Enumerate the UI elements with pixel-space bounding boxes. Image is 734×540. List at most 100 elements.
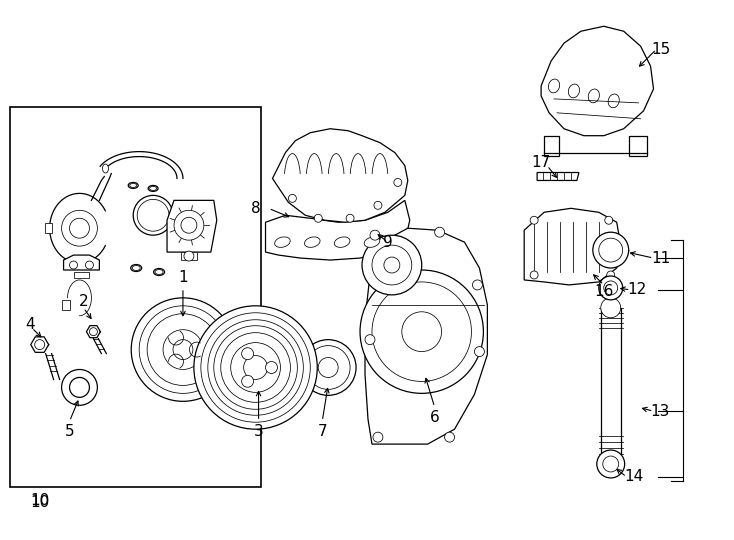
Ellipse shape: [275, 237, 290, 247]
Circle shape: [530, 271, 538, 279]
Ellipse shape: [150, 186, 156, 191]
Circle shape: [374, 201, 382, 210]
Circle shape: [184, 251, 194, 261]
Text: 4: 4: [25, 317, 34, 332]
Circle shape: [384, 257, 400, 273]
Text: 12: 12: [627, 282, 646, 298]
Text: 15: 15: [651, 42, 670, 57]
Ellipse shape: [568, 84, 580, 98]
Circle shape: [401, 312, 442, 352]
Text: 9: 9: [383, 235, 393, 249]
Ellipse shape: [148, 185, 158, 191]
Circle shape: [599, 238, 622, 262]
Polygon shape: [541, 26, 653, 136]
Circle shape: [194, 306, 317, 429]
Circle shape: [147, 314, 219, 386]
Ellipse shape: [608, 94, 619, 108]
Circle shape: [370, 230, 380, 240]
Circle shape: [530, 217, 538, 224]
Polygon shape: [601, 308, 621, 454]
Ellipse shape: [153, 268, 164, 275]
Text: 16: 16: [594, 285, 614, 299]
Polygon shape: [71, 260, 87, 266]
Circle shape: [163, 330, 203, 369]
Polygon shape: [87, 326, 101, 338]
Circle shape: [70, 261, 78, 269]
Circle shape: [346, 214, 354, 222]
Polygon shape: [266, 200, 410, 260]
Ellipse shape: [588, 89, 600, 103]
Polygon shape: [64, 255, 99, 270]
Text: 7: 7: [317, 424, 327, 438]
Circle shape: [445, 432, 454, 442]
Circle shape: [605, 217, 613, 224]
Circle shape: [70, 218, 90, 238]
Circle shape: [131, 298, 235, 401]
Circle shape: [208, 320, 303, 415]
Circle shape: [221, 333, 291, 402]
Polygon shape: [45, 223, 51, 233]
Circle shape: [607, 271, 614, 279]
Circle shape: [601, 298, 621, 318]
Polygon shape: [537, 172, 579, 180]
Ellipse shape: [103, 164, 109, 173]
Circle shape: [593, 232, 628, 268]
Ellipse shape: [128, 183, 138, 188]
Circle shape: [181, 217, 197, 233]
Circle shape: [241, 375, 253, 387]
Circle shape: [603, 456, 619, 472]
Text: 1: 1: [178, 271, 188, 286]
Polygon shape: [628, 136, 647, 156]
Text: 2: 2: [79, 294, 88, 309]
Ellipse shape: [132, 266, 140, 271]
Ellipse shape: [130, 184, 137, 187]
Polygon shape: [62, 300, 70, 310]
Polygon shape: [524, 208, 621, 285]
Text: 6: 6: [430, 410, 440, 425]
Circle shape: [230, 342, 280, 393]
Circle shape: [201, 313, 310, 422]
Circle shape: [300, 340, 356, 395]
Circle shape: [372, 245, 412, 285]
Ellipse shape: [334, 237, 350, 247]
Ellipse shape: [548, 79, 559, 93]
Circle shape: [314, 214, 322, 222]
Circle shape: [241, 348, 253, 360]
Circle shape: [288, 194, 297, 202]
Circle shape: [362, 235, 422, 295]
Text: 5: 5: [65, 424, 74, 438]
Circle shape: [266, 361, 277, 374]
Circle shape: [137, 199, 169, 231]
Polygon shape: [181, 252, 197, 260]
Circle shape: [372, 282, 471, 381]
Circle shape: [133, 195, 173, 235]
Circle shape: [604, 281, 618, 295]
Text: 11: 11: [651, 251, 670, 266]
Circle shape: [173, 340, 193, 360]
Circle shape: [70, 377, 90, 397]
Polygon shape: [73, 272, 90, 278]
Text: 3: 3: [254, 424, 264, 438]
Circle shape: [599, 276, 622, 300]
Circle shape: [62, 369, 98, 406]
Text: 14: 14: [624, 469, 643, 484]
Circle shape: [365, 335, 375, 345]
Polygon shape: [31, 337, 48, 353]
Polygon shape: [167, 200, 217, 252]
Circle shape: [474, 347, 484, 356]
Circle shape: [435, 227, 445, 237]
Circle shape: [62, 210, 98, 246]
Bar: [10, 107, 261, 487]
Ellipse shape: [155, 269, 163, 274]
Circle shape: [139, 306, 227, 393]
Circle shape: [34, 340, 45, 349]
Circle shape: [394, 179, 401, 186]
Circle shape: [473, 280, 482, 290]
Circle shape: [373, 432, 383, 442]
Ellipse shape: [305, 237, 320, 247]
Text: 17: 17: [531, 155, 550, 170]
Circle shape: [214, 326, 297, 409]
Text: 8: 8: [251, 201, 261, 216]
Ellipse shape: [131, 265, 142, 272]
Circle shape: [85, 261, 93, 269]
